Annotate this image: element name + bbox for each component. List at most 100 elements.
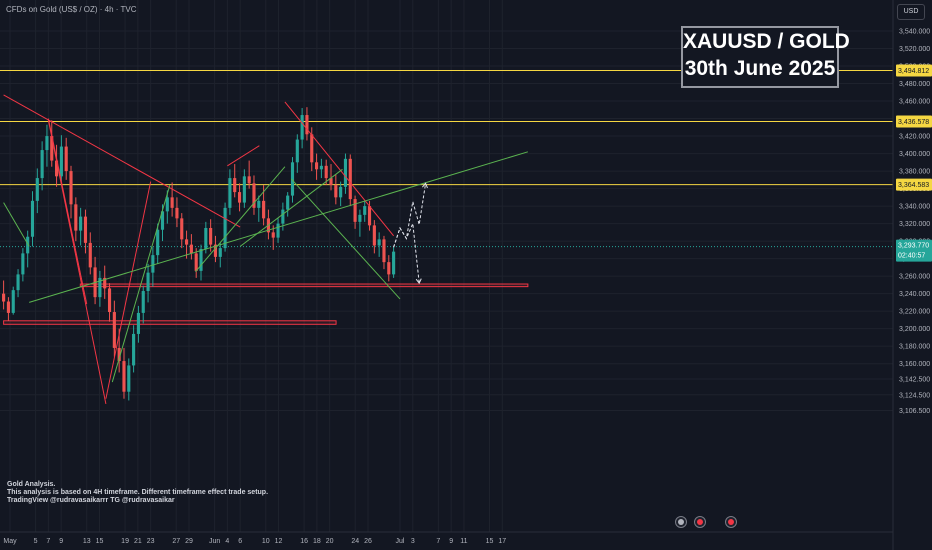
candle-body bbox=[372, 225, 376, 246]
candle[interactable] bbox=[247, 160, 251, 189]
candle[interactable] bbox=[271, 225, 275, 250]
candle[interactable] bbox=[6, 297, 10, 321]
candle[interactable] bbox=[64, 137, 68, 180]
candle-body bbox=[324, 165, 328, 179]
candle[interactable] bbox=[136, 305, 140, 343]
candles[interactable] bbox=[2, 107, 396, 401]
candle[interactable] bbox=[300, 108, 304, 149]
note-line-3: TradingView @rudravasaikarrr TG @rudrava… bbox=[7, 497, 175, 504]
symbol-header: CFDs on Gold (US$ / OZ) · 4h · TVC bbox=[6, 5, 137, 14]
candle[interactable] bbox=[26, 230, 30, 268]
candle[interactable] bbox=[324, 159, 328, 186]
candle[interactable] bbox=[339, 181, 343, 207]
candle-body bbox=[50, 136, 54, 161]
candle-body bbox=[189, 244, 193, 254]
candle[interactable] bbox=[21, 248, 25, 282]
candle[interactable] bbox=[103, 265, 107, 299]
candle[interactable] bbox=[88, 232, 92, 275]
candle[interactable] bbox=[69, 165, 73, 219]
trendline-green bbox=[239, 168, 343, 247]
level-tag-label: 3,364.583 bbox=[898, 182, 929, 189]
candle[interactable] bbox=[50, 120, 54, 167]
candle[interactable] bbox=[151, 247, 155, 287]
event-marker-dot bbox=[728, 519, 734, 525]
candle[interactable] bbox=[363, 200, 367, 222]
candle[interactable] bbox=[257, 195, 261, 222]
candle[interactable] bbox=[189, 234, 193, 260]
candle[interactable] bbox=[83, 209, 88, 254]
candle[interactable] bbox=[79, 207, 83, 246]
event-markers[interactable] bbox=[675, 516, 737, 528]
candle[interactable] bbox=[348, 154, 352, 207]
projection-path-b bbox=[393, 221, 420, 284]
candle[interactable] bbox=[40, 141, 44, 191]
candle[interactable] bbox=[74, 197, 78, 242]
candle[interactable] bbox=[2, 280, 6, 310]
candle[interactable] bbox=[175, 197, 179, 228]
candle-body bbox=[165, 197, 169, 212]
candle[interactable] bbox=[382, 235, 386, 270]
candle[interactable] bbox=[112, 300, 116, 357]
candle[interactable] bbox=[98, 270, 102, 307]
candle[interactable] bbox=[392, 246, 396, 278]
candle[interactable] bbox=[228, 169, 232, 215]
candle[interactable] bbox=[276, 218, 280, 243]
candle[interactable] bbox=[55, 144, 59, 187]
candle[interactable] bbox=[132, 325, 136, 373]
candle[interactable] bbox=[107, 283, 112, 322]
candle[interactable] bbox=[295, 134, 299, 173]
candle[interactable] bbox=[353, 195, 357, 229]
candle[interactable] bbox=[286, 192, 290, 217]
candle[interactable] bbox=[237, 183, 242, 212]
candle[interactable] bbox=[315, 153, 319, 180]
candle[interactable] bbox=[319, 158, 323, 179]
candle[interactable] bbox=[387, 255, 391, 282]
candle[interactable] bbox=[185, 230, 189, 259]
current-price-tag bbox=[896, 239, 932, 262]
candle[interactable] bbox=[141, 285, 145, 324]
us-flag-icon[interactable] bbox=[694, 516, 706, 528]
candle[interactable] bbox=[252, 175, 256, 215]
candle[interactable] bbox=[165, 190, 169, 224]
candle-body bbox=[21, 253, 25, 275]
time-axis[interactable]: May 5 7 9 13 15 19 21 23 27 29 Jun 4 6 10 12 16 18 20 24 26 J… bbox=[0, 531, 893, 545]
candle[interactable] bbox=[358, 209, 362, 237]
candle[interactable] bbox=[194, 248, 198, 278]
candle-body bbox=[64, 146, 68, 172]
candle[interactable] bbox=[372, 220, 376, 254]
candle[interactable] bbox=[146, 263, 150, 303]
bolt-icon[interactable] bbox=[675, 516, 687, 528]
candle[interactable] bbox=[209, 219, 213, 252]
candle[interactable] bbox=[122, 347, 126, 399]
candle[interactable] bbox=[218, 242, 222, 268]
candle[interactable] bbox=[16, 269, 20, 298]
candle[interactable] bbox=[156, 223, 160, 264]
candle[interactable] bbox=[242, 169, 246, 208]
candle[interactable] bbox=[329, 164, 333, 191]
candle[interactable] bbox=[334, 174, 338, 205]
price-tick-label: 3,340.000 bbox=[899, 204, 930, 211]
candle[interactable] bbox=[377, 232, 381, 257]
candle[interactable] bbox=[11, 286, 15, 315]
candle[interactable] bbox=[233, 164, 237, 198]
candle[interactable] bbox=[35, 168, 39, 214]
currency-button[interactable]: USD bbox=[897, 4, 925, 20]
price-tick-label: 3,480.000 bbox=[899, 81, 930, 88]
note-line-2: This analysis is based on 4H timeframe. … bbox=[7, 489, 269, 496]
time-tick-label: 17 bbox=[498, 538, 506, 545]
candle[interactable] bbox=[343, 153, 348, 194]
candle[interactable] bbox=[180, 213, 184, 249]
candle[interactable] bbox=[45, 124, 49, 167]
candle-body bbox=[79, 216, 83, 231]
candle[interactable] bbox=[170, 182, 174, 217]
candle[interactable] bbox=[59, 135, 63, 184]
candle[interactable] bbox=[30, 191, 35, 247]
time-tick-label: 6 bbox=[238, 538, 242, 545]
candle[interactable] bbox=[204, 221, 208, 254]
candle[interactable] bbox=[223, 202, 227, 252]
us-flag-icon[interactable] bbox=[725, 516, 737, 528]
candle[interactable] bbox=[305, 107, 309, 141]
candle[interactable] bbox=[127, 358, 131, 401]
